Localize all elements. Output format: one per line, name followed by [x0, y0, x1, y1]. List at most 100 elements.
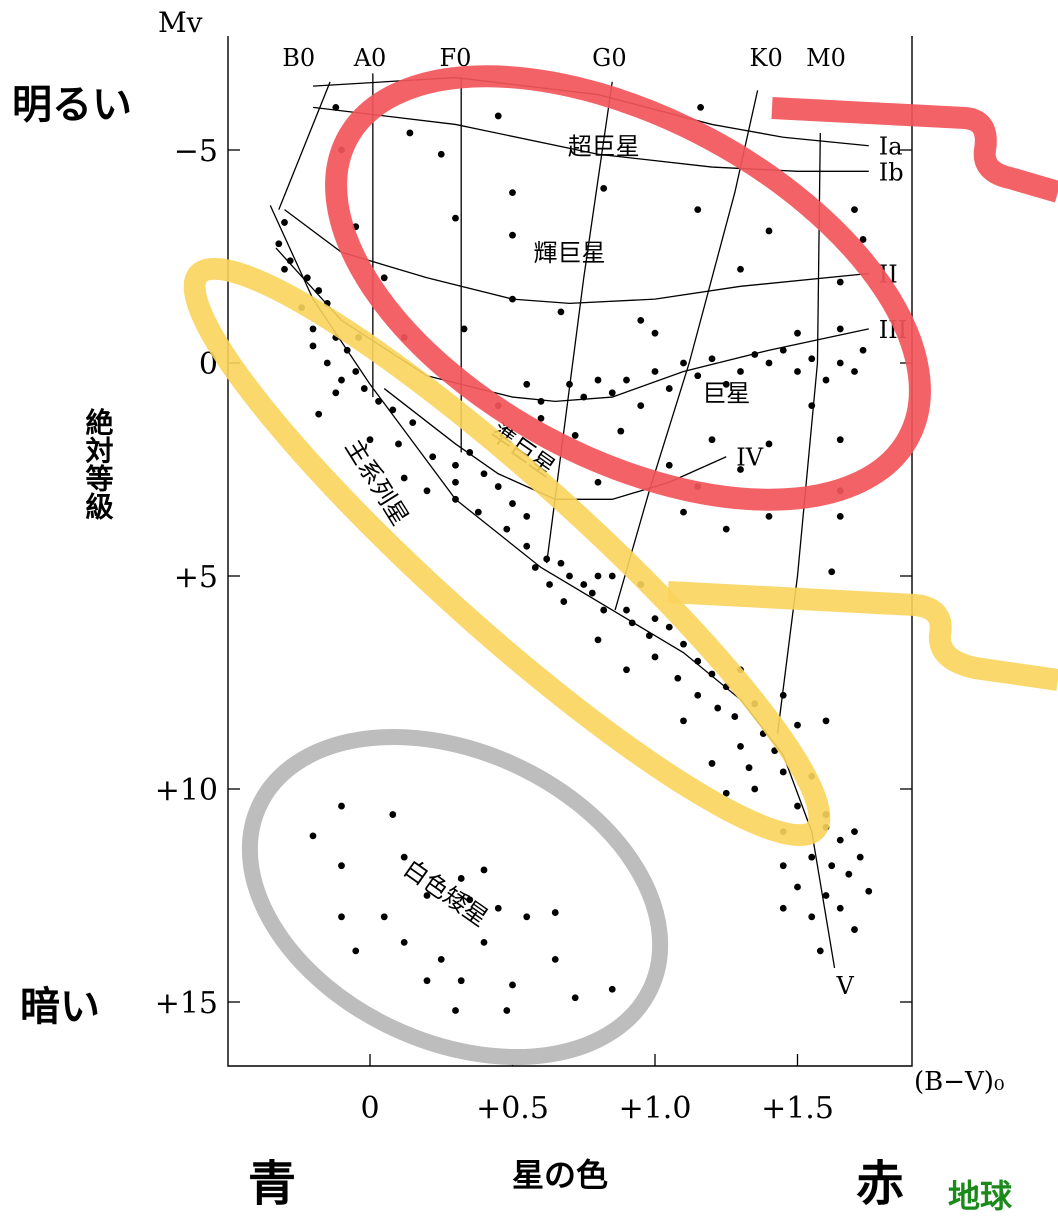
star-point	[303, 274, 311, 282]
star-point	[343, 346, 351, 354]
x-axis-symbol: (B−V)₀	[914, 1067, 1004, 1097]
star-point	[737, 265, 744, 273]
star-point	[694, 691, 702, 699]
star-point	[360, 385, 368, 392]
star-point	[509, 295, 516, 303]
star-point	[509, 189, 516, 197]
dark-label: 暗い	[20, 984, 100, 1030]
x-tick-label: 0	[360, 1091, 379, 1126]
star-point	[651, 329, 659, 337]
star-point	[808, 913, 816, 921]
spectral-type-label: K0	[750, 44, 783, 72]
star-point	[309, 832, 317, 840]
star-point	[523, 380, 531, 388]
star-point	[460, 325, 468, 333]
star-point	[395, 440, 402, 448]
star-point	[281, 219, 288, 226]
star-point	[275, 240, 283, 248]
star-point	[637, 402, 645, 409]
star-point	[637, 317, 645, 324]
star-point	[315, 287, 323, 294]
star-point	[323, 359, 331, 367]
y-tick-label: +10	[155, 773, 218, 808]
star-point	[352, 368, 360, 375]
star-point	[836, 436, 844, 444]
star-point	[480, 470, 488, 478]
luminosity-class-label: Ia	[879, 133, 903, 161]
star-point	[737, 743, 744, 750]
star-point	[332, 104, 340, 111]
star-point	[694, 372, 702, 380]
x-tick-label: +1.0	[619, 1091, 692, 1126]
star-point	[665, 623, 673, 631]
star-point	[836, 359, 844, 367]
star-point	[722, 525, 730, 533]
star-point	[794, 883, 801, 891]
star-point	[808, 355, 816, 363]
star-point	[457, 977, 465, 985]
star-point	[380, 913, 388, 921]
star-point	[816, 947, 824, 955]
star-point	[423, 977, 431, 985]
star-point	[859, 236, 867, 243]
star-point	[523, 512, 531, 520]
star-point	[751, 785, 759, 793]
spectral-line-B0	[278, 81, 331, 210]
star-point	[737, 466, 744, 473]
star-point	[437, 150, 445, 158]
star-point	[309, 342, 317, 350]
luminosity-class-label: Ib	[879, 158, 904, 186]
main-sequence-highlight-ring	[183, 257, 831, 847]
star-point	[845, 870, 853, 878]
star-point	[708, 670, 716, 678]
y-axis-symbol: Mv	[158, 6, 203, 39]
star-point	[794, 329, 801, 337]
star-point	[651, 615, 659, 622]
y-tick-label: +5	[174, 560, 218, 595]
star-point	[571, 432, 579, 439]
star-point	[423, 892, 431, 899]
star-point	[665, 385, 673, 392]
star-point	[651, 653, 659, 661]
star-point	[708, 436, 716, 444]
star-point	[543, 555, 551, 563]
star-point	[828, 568, 836, 576]
star-point	[623, 376, 630, 384]
star-point	[794, 721, 801, 729]
spectral-line-G0	[546, 81, 613, 564]
star-point	[708, 760, 716, 767]
star-point	[406, 129, 414, 137]
star-point	[594, 636, 602, 644]
star-point	[745, 764, 753, 772]
star-point	[523, 542, 531, 550]
star-point	[338, 862, 345, 870]
star-point	[389, 811, 397, 818]
star-point	[509, 231, 516, 239]
star-point	[651, 368, 659, 375]
star-point	[822, 892, 830, 899]
star-point	[480, 938, 488, 946]
star-point	[452, 461, 459, 469]
star-point	[851, 368, 858, 375]
star-point	[409, 419, 417, 427]
axis-ticks: −50+5+10+150 +0.5 +1.0 +1.5	[155, 134, 912, 1126]
star-point	[281, 265, 288, 273]
star-point	[400, 474, 408, 482]
spectral-type-label: G0	[592, 44, 626, 72]
x-axis-label: 星の色	[512, 1156, 608, 1194]
star-point	[722, 380, 730, 388]
star-point	[452, 478, 459, 486]
star-point	[851, 828, 858, 835]
region-label: 輝巨星	[534, 239, 606, 267]
star-point	[531, 564, 539, 571]
star-point	[751, 351, 759, 358]
spectral-type-label: B0	[282, 44, 315, 72]
star-point	[680, 508, 687, 516]
star-points	[275, 104, 873, 1014]
star-point	[822, 376, 830, 384]
star-point	[503, 525, 511, 533]
star-point	[338, 802, 345, 810]
star-point	[423, 487, 431, 495]
